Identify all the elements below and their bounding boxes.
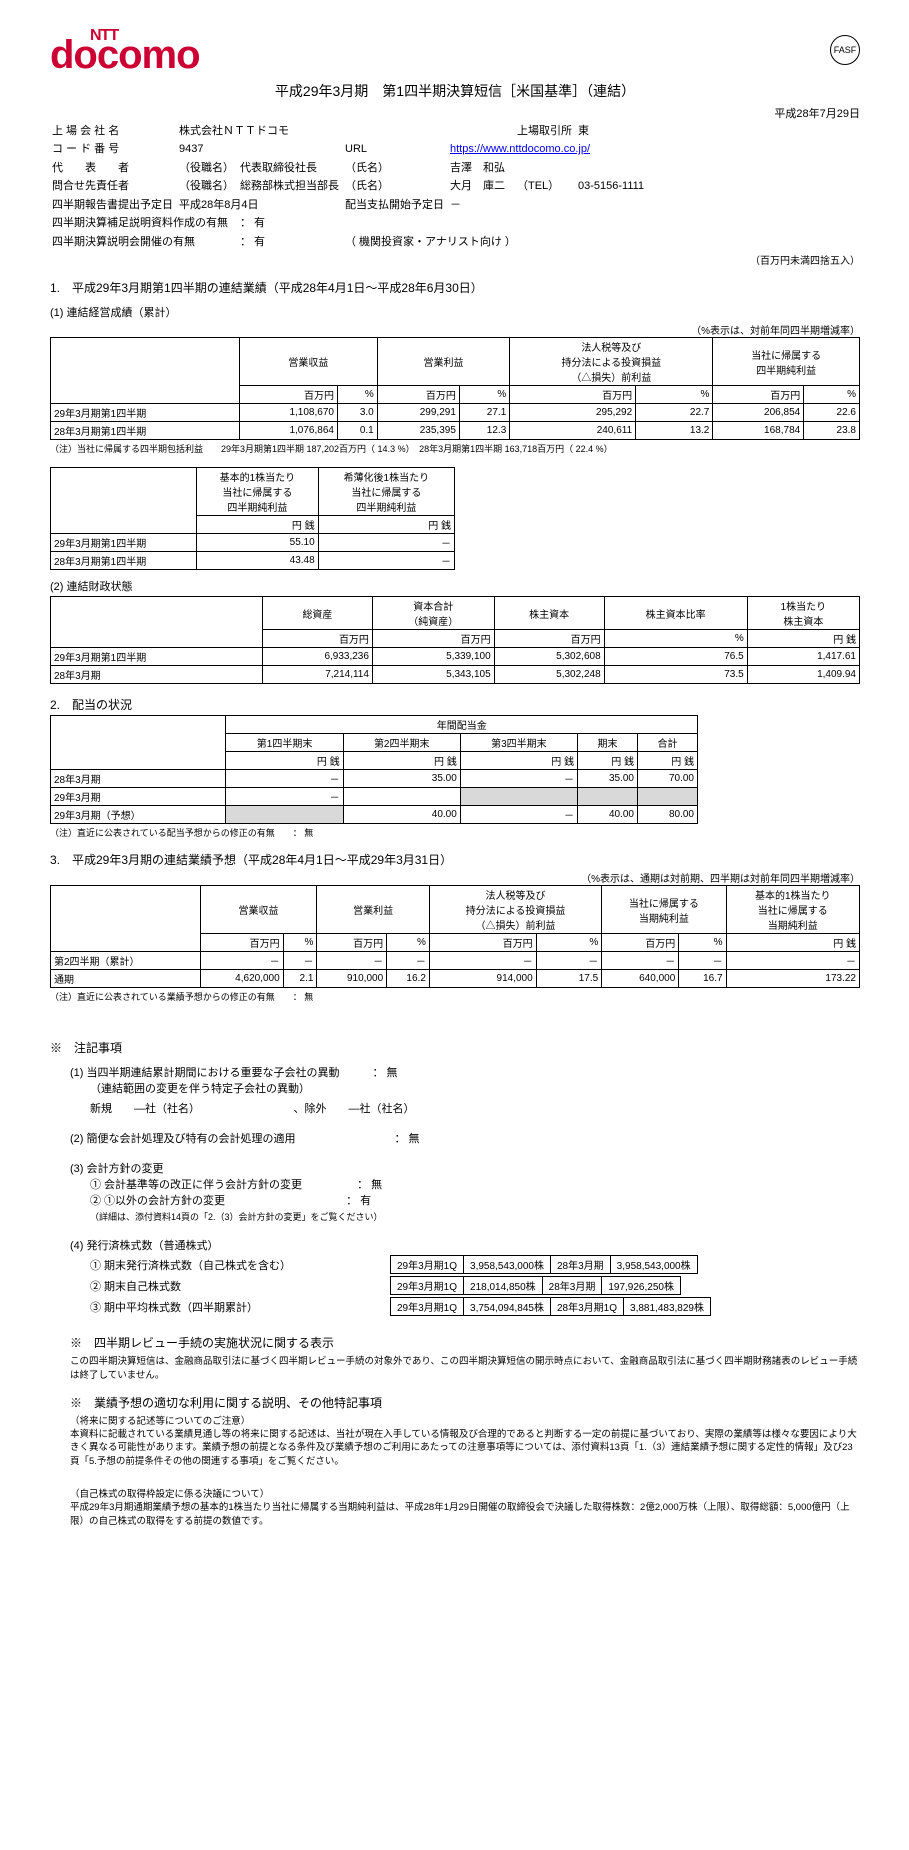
section2-header: 2. 配当の状況 (50, 696, 860, 713)
eps-table: 基本的1株当たり 当社に帰属する 四半期純利益希薄化後1株当たり 当社に帰属する… (50, 467, 455, 570)
forecast-note-header: ※ 業績予想の適切な利用に関する説明、その他特記事項 (70, 1394, 860, 1411)
rounding-note: （百万円未満四捨五入） (50, 252, 860, 267)
notes-header: ※ 注記事項 (50, 1039, 860, 1056)
financial-position-table: 総資産資本合計 （純資産）株主資本株主資本比率1株当たり 株主資本百万円百万円百… (50, 596, 860, 684)
dividends-table: 年間配当金第1四半期末第2四半期末第3四半期末期末合計円 銭円 銭円 銭円 銭円… (50, 715, 698, 824)
operating-results-table: 営業収益営業利益法人税等及び 持分法による投資損益 （△損失）前利益当社に帰属す… (50, 337, 860, 440)
section3-header: 3. 平成29年3月期の連結業績予想（平成28年4月1日～平成29年3月31日） (50, 851, 860, 868)
forecast-table: 営業収益営業利益法人税等及び 持分法による投資損益 （△損失）前利益当社に帰属す… (50, 885, 860, 988)
doc-title: 平成29年3月期 第1四半期決算短信［米国基準］（連結） (50, 81, 860, 101)
logo: NTT docomo (50, 30, 200, 71)
fasf-mark: FASF (830, 35, 860, 65)
review-header: ※ 四半期レビュー手続の実施状況に関する表示 (70, 1334, 860, 1351)
section1-header: 1. 平成29年3月期第1四半期の連結業績（平成28年4月1日～平成28年6月3… (50, 279, 860, 296)
company-info: 上 場 会 社 名株式会社ＮＴＴドコモ上場取引所東 コ ー ド 番 号9437U… (50, 121, 650, 253)
company-url[interactable]: https://www.nttdocomo.co.jp/ (450, 143, 590, 155)
report-date: 平成28年7月29日 (50, 105, 860, 121)
